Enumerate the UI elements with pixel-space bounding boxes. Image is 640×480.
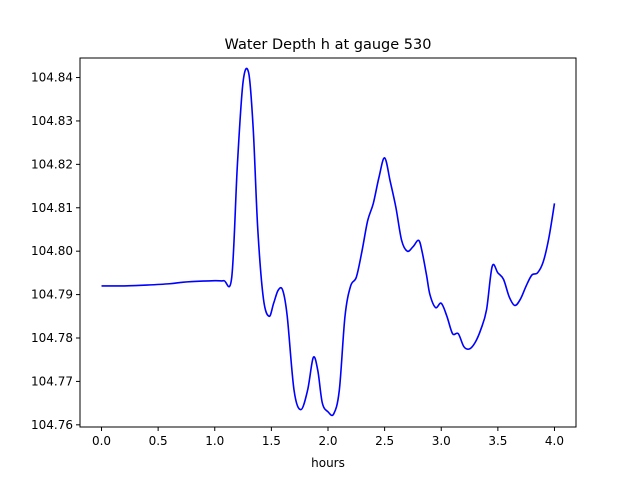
- x-axis-label: hours: [311, 456, 345, 470]
- chart-title: Water Depth h at gauge 530: [225, 37, 432, 53]
- x-tick-label: 0.0: [92, 434, 111, 448]
- x-tick-label: 1.0: [205, 434, 224, 448]
- x-tick-label: 2.0: [318, 434, 337, 448]
- series-line: [101, 67, 556, 417]
- y-tick-label: 104.79: [31, 288, 73, 302]
- y-tick-label: 104.76: [31, 418, 73, 432]
- x-axis: 0.0 0.5 1.0 1.5 2.0 2.5 3.0 3.5 4.0: [92, 427, 564, 448]
- x-tick-label: 3.5: [488, 434, 507, 448]
- plot-frame: [79, 57, 577, 428]
- x-tick-label: 3.0: [432, 434, 451, 448]
- x-tick-label: 0.5: [149, 434, 168, 448]
- y-tick-label: 104.83: [31, 114, 73, 128]
- y-tick-label: 104.81: [31, 201, 73, 215]
- y-tick-label: 104.78: [31, 331, 73, 345]
- y-tick-label: 104.84: [31, 71, 73, 85]
- y-tick-label: 104.77: [31, 374, 73, 388]
- y-tick-label: 104.82: [31, 157, 73, 171]
- y-tick-label: 104.80: [31, 244, 73, 258]
- x-tick-label: 4.0: [545, 434, 564, 448]
- x-tick-label: 1.5: [262, 434, 281, 448]
- y-axis: 104.76 104.77 104.78 104.79 104.80 104.81 104.…: [31, 71, 80, 432]
- x-tick-label: 2.5: [375, 434, 394, 448]
